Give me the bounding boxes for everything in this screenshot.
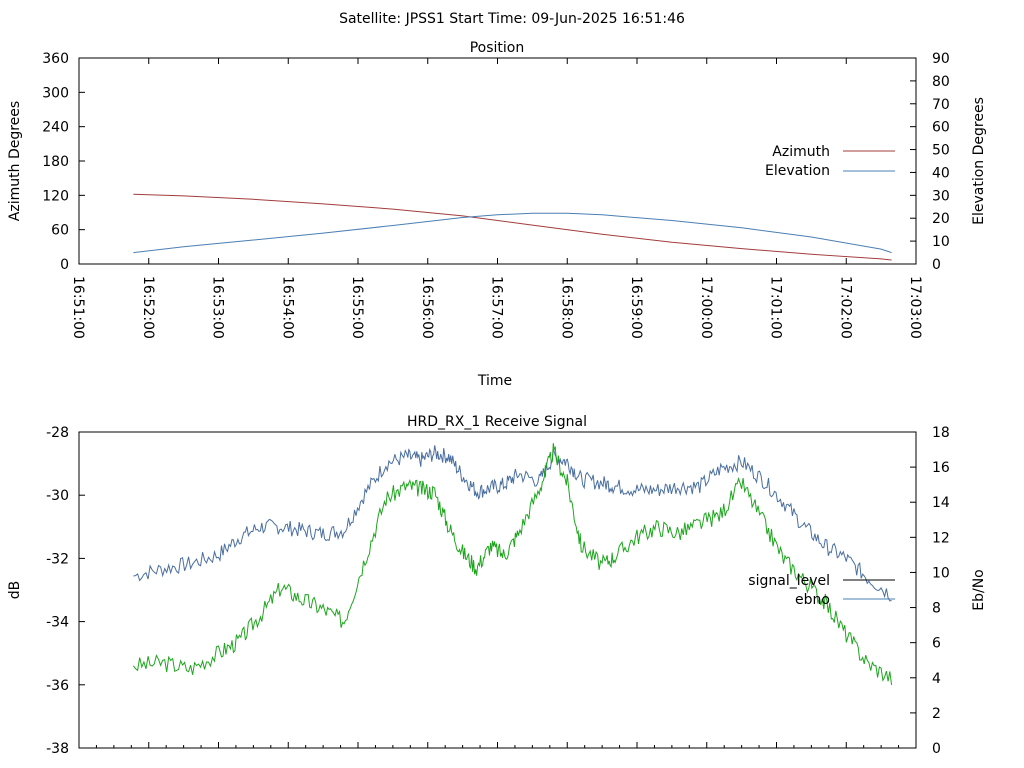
y2-tick-label: 80 (932, 74, 950, 90)
y-tick-label: 60 (51, 223, 69, 239)
y-tick-label: -32 (46, 551, 69, 567)
receive-signal-y-ticks: -38 -36 -34 -32 -30 -28 (46, 425, 85, 757)
receive-signal-chart: HRD_RX_1 Receive Signal dB Eb/No -38-36-… (7, 414, 987, 757)
legend-label-ebno: ebno (795, 592, 830, 608)
x-tick-label: 17:03:00 (907, 276, 923, 339)
y2-tick-label: 16 (932, 460, 950, 476)
y2-tick-label: 2 (932, 706, 941, 722)
y-tick-label: -30 (46, 488, 69, 504)
position-legend: Azimuth Elevation (765, 144, 895, 179)
page-title: Satellite: JPSS1 Start Time: 09-Jun-2025… (339, 11, 685, 27)
receive-signal-series (133, 443, 893, 685)
x-tick-label: 17:02:00 (837, 276, 853, 339)
receive-signal-y-axis-label: dB (7, 581, 23, 600)
y2-tick-label: 8 (932, 601, 941, 617)
y-tick-label: 180 (42, 154, 69, 170)
position-series (133, 193, 892, 261)
y-tick-label: 0 (60, 257, 69, 273)
signal-level-line (133, 443, 893, 685)
y2-tick-label: 14 (932, 495, 950, 511)
y2-tick-label: 60 (932, 120, 950, 136)
y2-tick-label: 40 (932, 165, 950, 181)
y2-tick-label: 20 (932, 211, 950, 227)
legend-label-signal-level: signal_level (748, 573, 830, 589)
legend-label-azimuth: Azimuth (772, 144, 830, 160)
position-y2-ticks: 0 10 20 30 40 50 60 70 80 90 (910, 51, 950, 273)
y2-tick-label: 0 (932, 741, 941, 757)
x-tick-label: 16:58:00 (558, 276, 574, 339)
x-tick-label: 16:51:00 (70, 276, 86, 339)
y2-tick-label: 90 (932, 51, 950, 67)
position-y2-axis-label: Elevation Degrees (971, 97, 987, 225)
x-tick-label: 16:52:00 (140, 276, 156, 339)
legend-label-elevation: Elevation (765, 163, 830, 179)
y-tick-label: 240 (42, 120, 69, 136)
position-x-axis-label: Time (477, 373, 512, 389)
y-tick-label: 300 (42, 85, 69, 101)
x-tick-label: 16:53:00 (210, 276, 226, 339)
y-tick-label: -28 (46, 425, 69, 441)
elevation-line (133, 212, 892, 254)
x-tick-label: 16:56:00 (419, 276, 435, 339)
ebno-line (133, 445, 892, 602)
x-tick-label: 16:55:00 (349, 276, 365, 339)
y-tick-label: -36 (46, 678, 69, 694)
y-tick-label: -34 (46, 615, 69, 631)
azimuth-line (133, 193, 892, 261)
y2-tick-label: 10 (932, 234, 950, 250)
position-chart-title: Position (470, 40, 525, 56)
y2-tick-label: 18 (932, 425, 950, 441)
y-tick-label: -38 (46, 741, 69, 757)
receive-signal-y2-axis-label: Eb/No (971, 569, 987, 611)
y2-tick-label: 0 (932, 257, 941, 273)
y2-tick-label: 10 (932, 565, 950, 581)
x-tick-label: 16:54:00 (279, 276, 295, 339)
position-y-ticks: 0 60 120 180 240 300 360 (42, 51, 85, 273)
x-tick-label: 16:57:00 (489, 276, 505, 339)
y-tick-label: 120 (42, 188, 69, 204)
y2-tick-label: 70 (932, 97, 950, 113)
position-chart: Position Azimuth Degrees Elevation Degre… (7, 40, 987, 389)
y2-tick-label: 4 (932, 671, 941, 687)
y2-tick-label: 50 (932, 143, 950, 159)
y-tick-label: 360 (42, 51, 69, 67)
receive-signal-chart-title: HRD_RX_1 Receive Signal (407, 414, 587, 430)
x-tick-label: 17:01:00 (768, 276, 784, 339)
x-tick-label: 16:59:00 (628, 276, 644, 339)
receive-signal-x-ticks (78, 742, 917, 748)
receive-signal-legend: signal_level ebno (748, 573, 895, 608)
position-x-ticks: 16:51:00 16:52:00 16:53:00 16:54:00 16:55:00… (70, 58, 923, 339)
receive-signal-y2-ticks: 0 2 4 6 8 10 12 14 16 18 (910, 425, 950, 757)
y2-tick-label: 30 (932, 188, 950, 204)
y2-tick-label: 6 (932, 636, 941, 652)
position-y-axis-label: Azimuth Degrees (7, 101, 23, 221)
x-tick-label: 17:00:00 (698, 276, 714, 339)
y2-tick-label: 12 (932, 530, 950, 546)
